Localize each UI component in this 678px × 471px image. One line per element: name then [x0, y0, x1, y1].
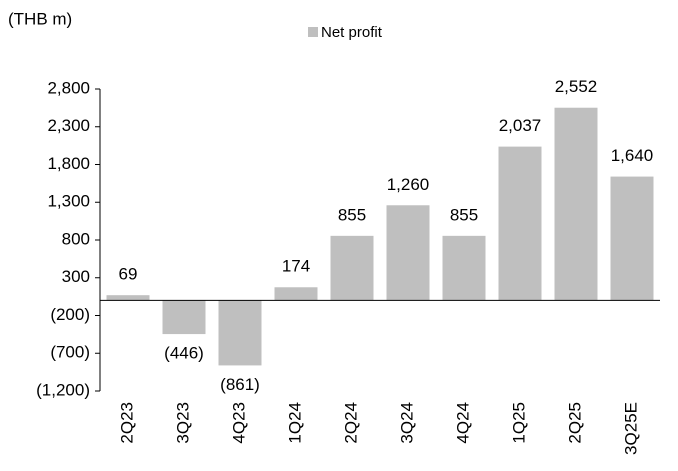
data-label: 69	[119, 265, 138, 284]
bar	[498, 146, 542, 301]
legend-swatch	[308, 27, 318, 37]
y-tick-label: (200)	[50, 305, 90, 324]
bar	[162, 300, 206, 335]
bar	[610, 176, 654, 301]
x-tick-label: 3Q24	[397, 402, 416, 444]
x-tick-label: 1Q25	[509, 402, 528, 444]
y-tick-label: 300	[62, 267, 90, 286]
data-label: (446)	[164, 344, 204, 363]
y-tick-label: 1,300	[47, 192, 90, 211]
x-tick-label: 3Q23	[173, 402, 192, 444]
y-tick-label: (700)	[50, 343, 90, 362]
data-label: 2,552	[555, 77, 598, 96]
data-label: 1,260	[387, 175, 430, 194]
y-tick-label: 1,800	[47, 154, 90, 173]
data-label: 1,640	[611, 146, 654, 165]
bar	[386, 205, 430, 301]
y-tick-label: 800	[62, 229, 90, 248]
x-tick-label: 4Q24	[453, 402, 472, 444]
x-tick-label: 1Q24	[285, 402, 304, 444]
y-axis-label: (THB m)	[8, 9, 72, 28]
y-tick-label: 2,300	[47, 116, 90, 135]
bar	[442, 235, 486, 301]
data-label: 174	[282, 257, 310, 276]
x-tick-label: 2Q24	[341, 402, 360, 444]
bar	[330, 235, 374, 301]
x-tick-label: 2Q23	[117, 402, 136, 444]
y-tick-label: 2,800	[47, 78, 90, 97]
bar	[218, 300, 262, 366]
data-label: (861)	[220, 375, 260, 394]
data-label: 855	[450, 205, 478, 224]
legend-label: Net profit	[321, 24, 383, 41]
y-tick-label: (1,200)	[36, 380, 90, 399]
bar	[274, 287, 318, 301]
x-tick-label: 2Q25	[565, 402, 584, 444]
x-tick-label: 3Q25E	[621, 402, 640, 455]
bar	[106, 295, 150, 301]
x-tick-label: 4Q23	[229, 402, 248, 444]
data-label: 2,037	[499, 116, 542, 135]
data-label: 855	[338, 205, 366, 224]
bar	[554, 107, 598, 301]
